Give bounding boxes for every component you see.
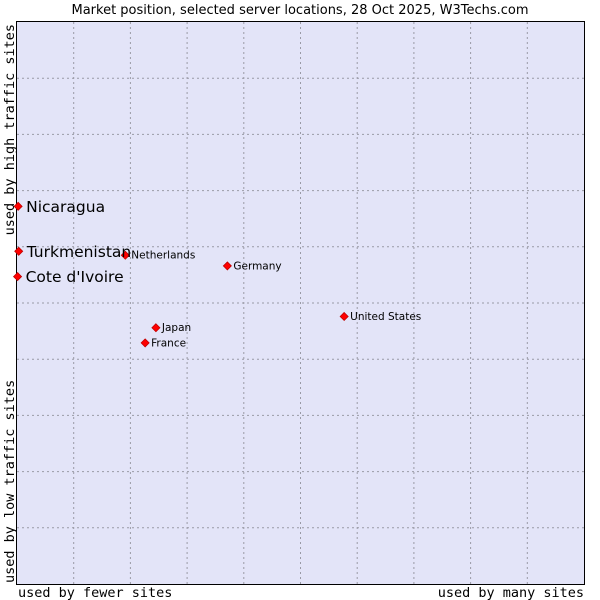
data-points	[13, 201, 349, 348]
grid-lines	[17, 22, 584, 584]
point-united-states	[339, 311, 349, 322]
point-turkmenistan	[14, 246, 24, 256]
point-label-cote-d-ivoire: Cote d'Ivoire	[26, 268, 124, 286]
point-label-nicaragua: Nicaragua	[26, 198, 105, 216]
x-axis-label-many-sites: used by many sites	[438, 585, 584, 600]
point-japan	[151, 323, 161, 333]
point-label-netherlands: Netherlands	[131, 250, 195, 262]
point-france	[140, 338, 150, 348]
point-label-japan: Japan	[161, 322, 191, 334]
y-axis-label-low-traffic: used by low traffic sites	[2, 380, 18, 583]
chart-title: Market position, selected server locatio…	[71, 3, 528, 18]
point-label-turkmenistan: Turkmenistan	[26, 243, 132, 261]
point-germany	[222, 261, 232, 271]
point-nicaragua	[13, 201, 23, 211]
point-labels: Nicaragua Turkmenistan Cote d'Ivoire Nether…	[26, 198, 422, 350]
x-axis-label-fewer-sites: used by fewer sites	[18, 585, 172, 600]
point-label-united-states: United States	[350, 311, 421, 323]
point-label-france: France	[151, 337, 186, 349]
point-label-germany: Germany	[233, 260, 281, 272]
point-netherlands	[120, 250, 130, 260]
point-cote-d-ivoire	[13, 272, 23, 282]
y-axis-label-high-traffic: used by high traffic sites	[2, 24, 18, 235]
